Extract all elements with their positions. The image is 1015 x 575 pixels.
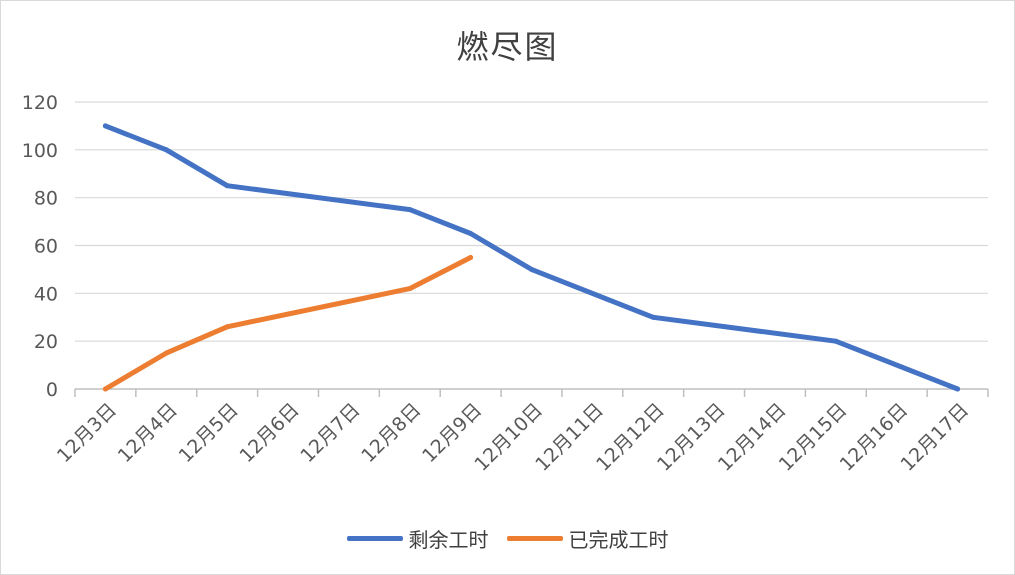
- y-tick-label: 100: [22, 140, 58, 162]
- data-point: [102, 386, 108, 392]
- x-tick-label: 12月6日: [235, 399, 303, 467]
- y-tick-label: 0: [46, 379, 58, 401]
- y-tick-label: 40: [34, 283, 58, 305]
- series-line-1: [102, 123, 961, 392]
- data-point: [468, 255, 474, 260]
- y-tick-label: 60: [34, 236, 58, 258]
- data-point: [955, 386, 961, 392]
- x-tick-label: 12月5日: [175, 399, 243, 467]
- x-tick-label: 12月8日: [357, 399, 425, 467]
- legend-label: 已完成工时: [568, 528, 669, 552]
- data-point: [529, 266, 534, 272]
- legend-swatch: [506, 536, 563, 541]
- data-point: [163, 147, 169, 153]
- series-line-2: [102, 255, 474, 392]
- x-tick-label: 12月4日: [114, 399, 182, 467]
- legend: 剩余工时 已完成工时: [0, 524, 1015, 553]
- legend-swatch: [346, 536, 403, 541]
- legend-label: 剩余工时: [408, 528, 489, 552]
- y-tick-label: 80: [34, 188, 58, 210]
- data-point: [407, 286, 413, 292]
- data-point: [833, 338, 839, 344]
- data-point: [163, 350, 169, 356]
- data-point: [650, 314, 656, 320]
- chart-title: 燃尽图: [456, 28, 559, 66]
- y-axis: 0 20 40 60 80 100 120: [22, 92, 58, 401]
- data-point: [407, 207, 413, 213]
- data-point: [468, 231, 474, 236]
- x-tick-label: 12月3日: [53, 399, 121, 467]
- data-point: [224, 183, 230, 189]
- y-tick-label: 20: [34, 331, 58, 353]
- legend-item-1: 剩余工时: [346, 524, 489, 553]
- series-lines: [102, 123, 961, 392]
- x-tick-label: 12月7日: [296, 399, 364, 467]
- x-axis: 12月3日12月4日12月5日12月6日12月7日12月8日12月9日12月10…: [53, 388, 989, 476]
- data-point: [102, 123, 108, 129]
- data-point: [224, 324, 230, 330]
- gridlines: [75, 101, 988, 342]
- y-tick-label: 120: [22, 92, 58, 114]
- legend-item-2: 已完成工时: [506, 524, 669, 553]
